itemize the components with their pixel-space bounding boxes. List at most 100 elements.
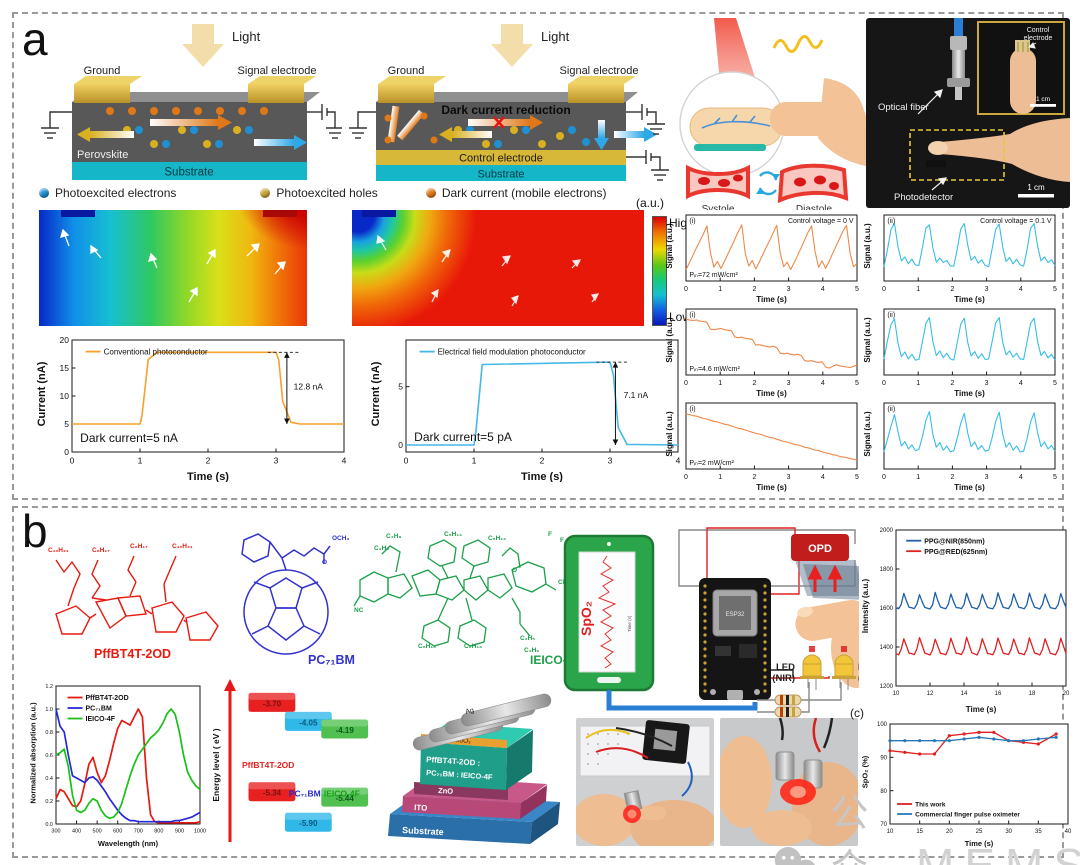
svg-text:5: 5 (1053, 380, 1057, 387)
formula-label: C₂H₉ (524, 647, 539, 654)
formula-label: F (560, 537, 564, 544)
svg-text:3: 3 (985, 474, 989, 481)
substrate-label: Substrate (164, 167, 213, 179)
panel-a-label: a (22, 13, 48, 65)
formula-label: C₂H₅ (374, 545, 389, 552)
svg-text:20: 20 (946, 829, 953, 835)
dark-current-reduction-label: Dark current reduction (441, 103, 570, 117)
svg-text:(i): (i) (689, 312, 695, 319)
svg-text:Time (s): Time (s) (966, 705, 997, 714)
svg-text:10: 10 (60, 391, 70, 401)
svg-text:0.8: 0.8 (45, 730, 53, 736)
svg-text:900: 900 (175, 829, 184, 835)
svg-text:0: 0 (684, 286, 688, 293)
chart-ppg-nir-red: 10 12 14 16 18 20 1200 1400 1600 1800 2000 Time (s)… (861, 522, 1074, 714)
dark-current-dot-icon (425, 188, 436, 198)
esp32-board: ESP32 (699, 578, 771, 700)
hole-dot-icon (260, 188, 271, 198)
phone-spo2-app: SpO₂ Time (s) (563, 534, 655, 692)
svg-text:-3.70: -3.70 (263, 699, 282, 708)
legend-photoexcited-holes: Photoexcited holes (260, 186, 378, 200)
svg-text:0.0: 0.0 (45, 822, 53, 828)
molecule-pffbt4t-2od: C₁₀H₂₁ C₈H₁₇ C₈H₁₇ C₁₀H₂₁ PffBT4T-2OD (48, 543, 219, 661)
carrier-legend: Photoexcited electrons Photoexcited hole… (39, 186, 607, 200)
hand (818, 78, 866, 166)
substrate-layer-label: Substrate (402, 825, 444, 837)
svg-text:Time (s): Time (s) (756, 389, 787, 398)
formula-label: F (548, 531, 552, 538)
svg-text:0: 0 (882, 286, 886, 293)
svg-text:-5.90: -5.90 (299, 819, 318, 828)
svg-text:2: 2 (752, 286, 756, 293)
electrode-notch (263, 210, 297, 217)
svg-text:2: 2 (752, 474, 756, 481)
formula-label: C₆H₁₃ (464, 643, 482, 650)
svg-text:700: 700 (134, 829, 143, 835)
svg-text:(ii): (ii) (887, 406, 895, 413)
svg-text:5: 5 (398, 382, 403, 392)
molecule-ieico-4f: C₄H₉ C₂H₅ C₆H₁₃ C₆H₁₃ F F NC O CN C₆H₁₃ C₆H₁₃ C₂H₅ C… (353, 531, 567, 667)
svg-text:Signal (a.u.): Signal (a.u.) (666, 223, 674, 269)
svg-text:0: 0 (882, 474, 886, 481)
ground-wire-right (307, 104, 342, 139)
svg-text:1000: 1000 (194, 829, 206, 835)
svg-text:15: 15 (916, 829, 923, 835)
svg-text:35: 35 (1035, 829, 1042, 835)
ito-layer-label: ITO (414, 803, 428, 813)
formula-label: C₁₀H₂₁ (172, 543, 193, 550)
formula-labels: C₄H₉ C₂H₅ C₆H₁₃ C₆H₁₃ F F NC O CN C₆H₁₃ C₆H₁₃ C₂H₅ C… (354, 531, 567, 654)
legend-photoexcited-electrons: Photoexcited electrons (39, 186, 176, 200)
svg-text:0: 0 (64, 447, 69, 457)
svg-text:Time (s): Time (s) (756, 483, 787, 492)
svg-text:12: 12 (927, 691, 934, 697)
svg-text:Dark current=5 pA: Dark current=5 pA (414, 430, 512, 444)
formula-label: C₄H₉ (386, 533, 401, 540)
svg-text:PPG@RED(625nm): PPG@RED(625nm) (924, 549, 987, 556)
legend-dark-current: Dark current (mobile electrons) (425, 186, 607, 200)
formula-label: C₈H₁₇ (130, 543, 148, 550)
led-cylinder-1 (775, 751, 795, 781)
molecule-name: PffBT4T-2OD (94, 647, 171, 661)
svg-text:1400: 1400 (880, 645, 894, 651)
chart-ppg-0v-2: 0 1 2 3 4 5 Time (s) Signal (a.u.) (i) Pᵢₙ=2 mW/c… (665, 398, 862, 492)
photo-inset: Control electrode 1 cm (977, 21, 1065, 115)
svg-text:3: 3 (985, 380, 989, 387)
screen-time-axis-label: Time (s) (627, 615, 632, 632)
svg-text:4: 4 (1019, 474, 1023, 481)
svg-text:4: 4 (1019, 286, 1023, 293)
svg-text:(i): (i) (689, 218, 695, 225)
formula-label: C₈H₁₇ (92, 547, 110, 554)
svg-text:Control voltage = 0 V: Control voltage = 0 V (788, 218, 854, 225)
systole-vessel (686, 164, 750, 200)
svg-text:(ii): (ii) (887, 218, 895, 225)
svg-text:Signal (a.u.): Signal (a.u.) (864, 317, 872, 363)
esp32-label: ESP32 (726, 612, 745, 618)
colorbar-unit: (a.u.) (636, 196, 665, 210)
svg-text:Pᵢₙ=72 mW/cm²: Pᵢₙ=72 mW/cm² (689, 272, 738, 279)
systole-label: Systole (702, 204, 735, 210)
inset-control-electrode-label-2: electrode (1024, 35, 1053, 42)
usb-cable (606, 690, 758, 711)
optical-fiber-tip (955, 87, 962, 100)
signal-electrode-label: Signal electrode (238, 65, 317, 77)
formula-label: O (322, 559, 327, 566)
svg-text:1.0: 1.0 (45, 707, 53, 713)
svg-text:2: 2 (540, 456, 545, 466)
svg-text:Signal (a.u.): Signal (a.u.) (666, 411, 674, 457)
svg-text:0: 0 (404, 456, 409, 466)
svg-text:40: 40 (1065, 829, 1072, 835)
svg-text:20: 20 (60, 335, 70, 345)
molecule-structure (55, 555, 219, 641)
svg-text:300: 300 (51, 829, 60, 835)
svg-text:This work: This work (915, 801, 946, 808)
panel-a: a Light Ground Signal electrode (12, 12, 1070, 500)
device-stack-3d: Substrate ITO ZnO PffBT4T-2OD : PC₇₁BM :… (388, 693, 560, 844)
jumper-wires (585, 727, 693, 797)
led-red-label-1: LED (858, 662, 859, 673)
svg-text:Time (s): Time (s) (187, 471, 229, 482)
inset-scale-label: 1 cm (1036, 96, 1050, 103)
svg-text:4: 4 (821, 474, 825, 481)
substrate-label: Substrate (477, 169, 524, 181)
svg-text:Commercial finger pulse oximet: Commercial finger pulse oximeter (915, 811, 1020, 818)
